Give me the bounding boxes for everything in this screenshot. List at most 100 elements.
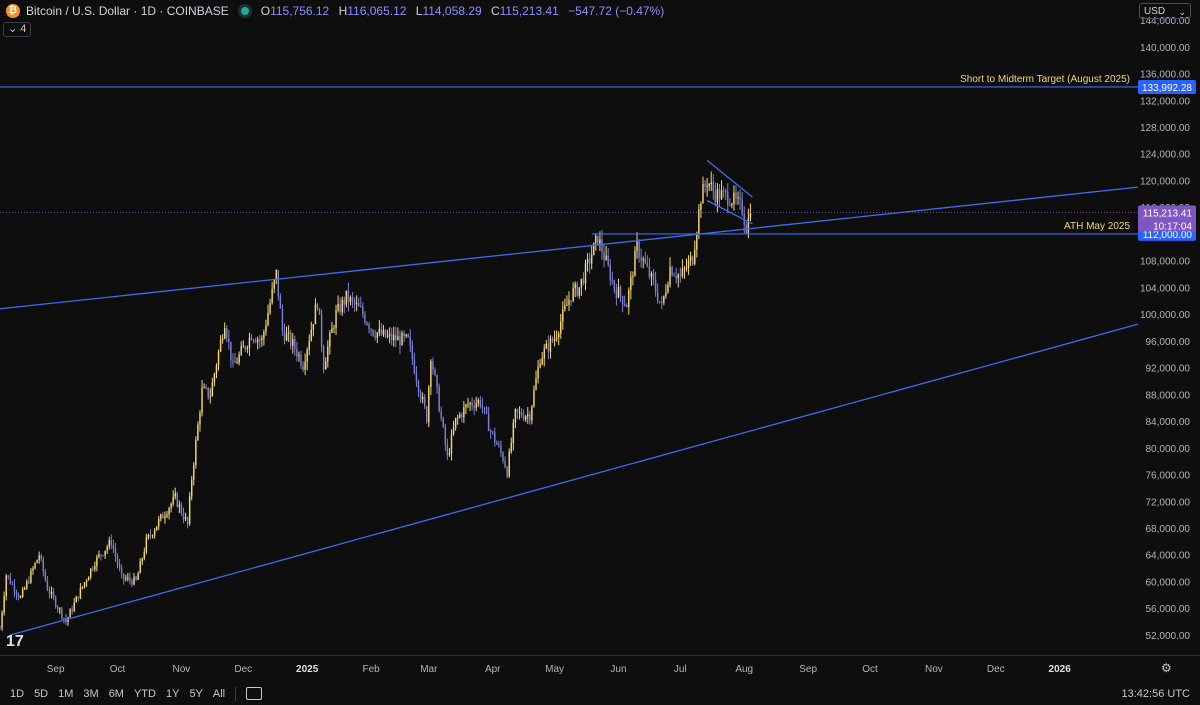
candle-body bbox=[555, 337, 558, 339]
candle-body bbox=[357, 303, 360, 307]
range-all[interactable]: All bbox=[212, 687, 226, 700]
candle-body bbox=[110, 539, 113, 546]
range-3m[interactable]: 3M bbox=[83, 687, 99, 700]
candle-body bbox=[250, 337, 253, 341]
indicators-toggle[interactable]: ⌄ 4 bbox=[3, 22, 32, 37]
candle-body bbox=[632, 276, 634, 278]
candle-body bbox=[355, 303, 358, 305]
candle-body bbox=[603, 252, 605, 260]
candle-body bbox=[696, 233, 698, 250]
candle-body bbox=[378, 328, 381, 333]
price-axis-panel bbox=[1138, 0, 1200, 655]
range-ytd[interactable]: YTD bbox=[133, 687, 156, 700]
candle-body bbox=[331, 328, 333, 333]
trendline bbox=[0, 186, 1139, 310]
candle-body bbox=[368, 324, 370, 329]
candle-body bbox=[285, 333, 288, 341]
level-annotation: Short to Midterm Target (August 2025) bbox=[960, 74, 1130, 85]
candle-body bbox=[172, 496, 174, 504]
candle-body bbox=[186, 517, 189, 524]
candle-body bbox=[226, 328, 228, 339]
range-5y[interactable]: 5Y bbox=[189, 687, 203, 700]
candle-body bbox=[578, 287, 581, 296]
candle-body bbox=[496, 442, 498, 445]
y-tick-label: 96,000.00 bbox=[1146, 337, 1191, 348]
candle-body bbox=[254, 340, 257, 343]
candle-body bbox=[621, 296, 624, 305]
candle-body bbox=[380, 328, 383, 335]
candle-body bbox=[473, 405, 475, 408]
candle-body bbox=[590, 255, 593, 264]
x-tick-label: Oct bbox=[862, 664, 878, 675]
candle-body bbox=[729, 205, 731, 207]
high-label: H bbox=[338, 4, 348, 18]
open-value: 115,756.12 bbox=[270, 4, 330, 18]
candle-body bbox=[481, 405, 484, 408]
candle-body bbox=[607, 255, 609, 265]
calendar-icon[interactable] bbox=[246, 687, 263, 700]
candle-body bbox=[609, 264, 611, 281]
candle-body bbox=[145, 537, 148, 552]
candle-body bbox=[205, 387, 207, 389]
candle-body bbox=[256, 339, 259, 343]
x-tick-label: Nov bbox=[173, 664, 191, 675]
candle-body bbox=[193, 464, 195, 480]
range-5d[interactable]: 5D bbox=[34, 687, 49, 700]
currency-select[interactable]: USD ⌄ bbox=[1139, 3, 1191, 19]
candle-body bbox=[32, 568, 34, 571]
candle-body bbox=[434, 369, 436, 376]
candle-body bbox=[0, 628, 1, 630]
candle-body bbox=[689, 256, 692, 261]
candle-body bbox=[261, 338, 263, 341]
candle-body bbox=[147, 534, 150, 538]
symbol-title[interactable]: Bitcoin / U.S. Dollar · 1D · COINBASE bbox=[26, 4, 229, 18]
y-tick-label: 100,000.00 bbox=[1140, 310, 1190, 321]
candle-body bbox=[634, 250, 636, 277]
y-tick-label: 88,000.00 bbox=[1146, 390, 1191, 401]
candle-body bbox=[277, 270, 280, 297]
candle-body bbox=[648, 265, 651, 277]
x-tick-label: Jul bbox=[674, 664, 687, 675]
y-tick-label: 120,000.00 bbox=[1140, 176, 1190, 187]
candle-body bbox=[312, 324, 315, 330]
candle-body bbox=[40, 555, 42, 559]
candle-body bbox=[630, 276, 632, 291]
candle-body bbox=[446, 444, 449, 455]
candle-body bbox=[733, 192, 735, 204]
candle-body bbox=[683, 268, 686, 270]
candle-body bbox=[246, 347, 249, 349]
range-6m[interactable]: 6M bbox=[108, 687, 124, 700]
candle-body bbox=[21, 589, 24, 597]
range-1d[interactable]: 1D bbox=[10, 687, 25, 700]
candle-body bbox=[442, 418, 444, 427]
candle-body bbox=[545, 343, 548, 349]
candle-body bbox=[502, 452, 504, 461]
candle-body bbox=[702, 184, 704, 204]
candle-body bbox=[160, 514, 162, 519]
close-value: 115,213.41 bbox=[499, 4, 559, 18]
candle-body bbox=[741, 199, 743, 214]
candle-body bbox=[467, 404, 469, 406]
candle-body bbox=[421, 397, 424, 400]
candle-body bbox=[652, 273, 655, 281]
gear-icon[interactable]: ⚙ bbox=[1161, 661, 1172, 675]
candle-body bbox=[263, 331, 265, 339]
range-1y[interactable]: 1Y bbox=[165, 687, 180, 700]
candle-body bbox=[236, 362, 238, 364]
candle-body bbox=[104, 550, 106, 556]
candle-body bbox=[549, 338, 552, 352]
candle-body bbox=[537, 367, 539, 379]
candle-body bbox=[36, 560, 38, 563]
candle-body bbox=[269, 302, 271, 313]
candle-body bbox=[522, 416, 525, 420]
y-tick-label: 68,000.00 bbox=[1146, 524, 1191, 535]
candle-body bbox=[390, 333, 393, 341]
range-1m[interactable]: 1M bbox=[58, 687, 74, 700]
candle-body bbox=[221, 338, 224, 340]
candle-body bbox=[448, 453, 451, 455]
candle-body bbox=[376, 332, 378, 338]
candle-body bbox=[141, 558, 143, 562]
currency-label: USD bbox=[1144, 6, 1166, 17]
candle-body bbox=[595, 235, 597, 243]
